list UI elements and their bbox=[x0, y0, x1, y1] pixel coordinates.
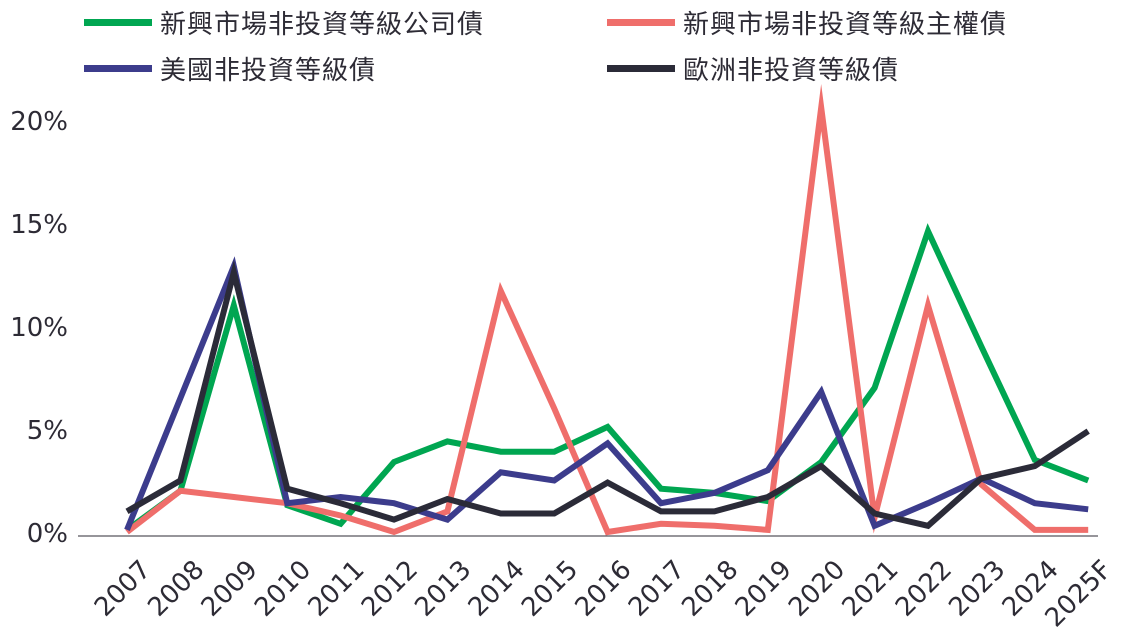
x-tick-label: 2019 bbox=[730, 555, 798, 623]
legend-swatch-eu-hy bbox=[607, 64, 675, 72]
x-tick-label: 2007 bbox=[89, 555, 157, 623]
legend-label-em-hy-corporate: 新興市場非投資等級公司債 bbox=[160, 9, 485, 40]
x-tick-label: 2009 bbox=[196, 555, 264, 623]
legend-label-em-hy-sovereign: 新興市場非投資等級主權債 bbox=[683, 9, 1008, 40]
y-tick-label: 15% bbox=[10, 210, 68, 240]
x-tick-label: 2010 bbox=[249, 555, 317, 623]
legend-label-us-hy: 美國非投資等級債 bbox=[160, 55, 377, 86]
legend-item-eu-hy: 歐洲非投資等級債 bbox=[607, 54, 899, 86]
x-tick-label: 2022 bbox=[890, 555, 958, 623]
x-tick-label: 2015 bbox=[516, 555, 584, 623]
y-tick-label: 0% bbox=[27, 519, 68, 549]
series-line-3 bbox=[125, 260, 1090, 530]
legend-swatch-em-hy-corporate bbox=[84, 18, 152, 26]
x-tick-label: 2018 bbox=[676, 555, 744, 623]
x-tick-label: 2008 bbox=[142, 555, 210, 623]
x-tick-label: 2012 bbox=[356, 555, 424, 623]
series-line-2 bbox=[124, 256, 1089, 532]
y-tick-label: 10% bbox=[10, 313, 68, 343]
legend-item-em-hy-corporate: 新興市場非投資等級公司債 bbox=[84, 8, 484, 40]
x-tick-label: 2011 bbox=[303, 555, 371, 623]
y-tick-label: 20% bbox=[10, 107, 68, 137]
x-tick-label: 2021 bbox=[837, 555, 905, 623]
legend-label-eu-hy: 歐洲非投資等級債 bbox=[683, 55, 900, 86]
x-tick-label: 2020 bbox=[783, 555, 851, 623]
y-tick-label: 5% bbox=[27, 416, 68, 446]
x-tick-label: 2016 bbox=[570, 555, 638, 623]
legend-item-em-hy-sovereign: 新興市場非投資等級主權債 bbox=[607, 8, 1007, 40]
x-tick-label: 2023 bbox=[943, 555, 1011, 623]
legend-item-us-hy: 美國非投資等級債 bbox=[84, 54, 376, 86]
legend-swatch-em-hy-sovereign bbox=[607, 18, 675, 26]
legend-swatch-us-hy bbox=[84, 64, 152, 72]
x-tick-label: 2017 bbox=[623, 555, 691, 623]
series-line-1 bbox=[125, 84, 1089, 536]
x-tick-label: 2013 bbox=[409, 555, 477, 623]
x-tick-label: 2014 bbox=[463, 555, 531, 623]
